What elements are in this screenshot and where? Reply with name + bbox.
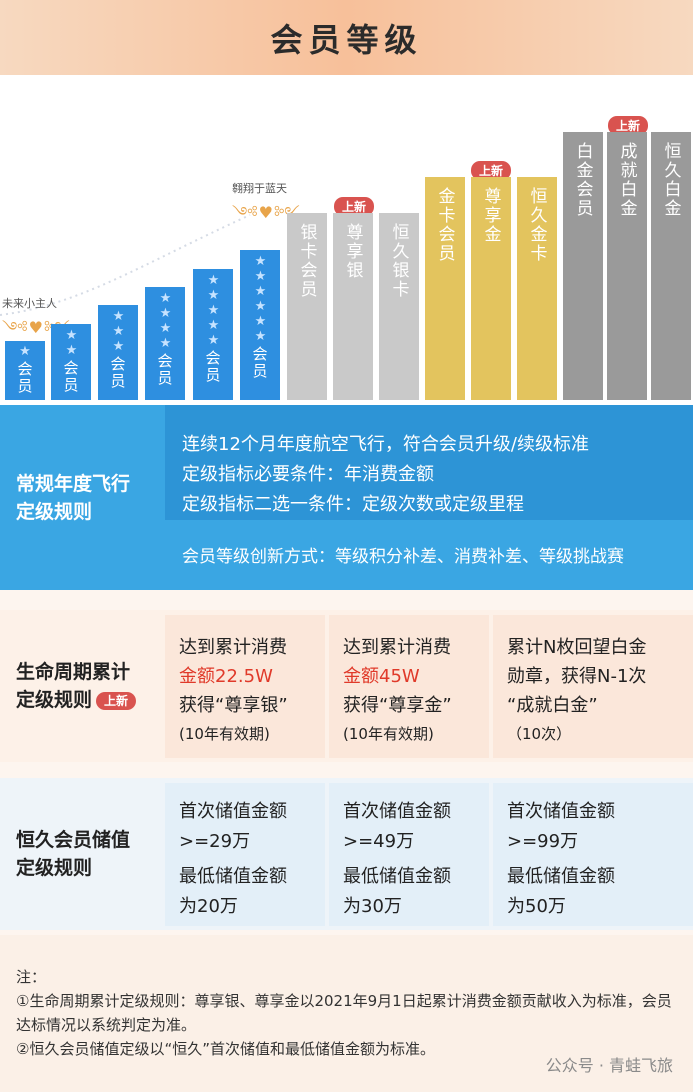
level-label: 会员 [61,360,80,394]
level-label: 会员 [15,361,34,395]
star-icons: ★★★★★ [206,273,221,348]
level-label: 会员 [250,346,269,380]
card-line: 勋章，获得N-1次 [507,666,647,687]
level-label: 白金会员 [572,142,593,218]
wing-heart-icon: ༺♥༻ [232,203,301,222]
card-line: 最低储值金额 [343,866,451,887]
rule-line-3: 定级指标二选一条件：定级次数或定级里程 [182,494,524,515]
section-title-line: 定级规则 [16,689,93,711]
card-line: 首次储值金额 [507,801,615,822]
card-line: 为30万 [343,896,402,917]
notes-section: 注： ①生命周期累计定级规则：尊享银、尊享金以2021年9月1日起累计消费金额贡… [0,935,693,1092]
card-line: 最低储值金额 [179,866,287,887]
level-bar-star6: ★★★★★★ 会员 [240,250,280,400]
card-line: 达到累计消费 [179,637,287,658]
level-bar-platinum-permanent: 恒久白金 [651,132,691,400]
regular-rules-top [165,405,693,520]
level-bar-star2: ★★ 会员 [51,324,91,400]
level-bar-star3: ★★★ 会员 [98,305,138,400]
card-line: >=99万 [507,831,579,852]
card-line: >=29万 [179,831,251,852]
level-label: 恒久金卡 [526,187,547,263]
watermark: 公众号 · 青蛙飞旅 [545,1056,673,1075]
section-title-line: 恒久会员储值 [16,829,131,851]
level-bar-star4: ★★★★ 会员 [145,287,185,400]
permanent-title: 恒久会员储值 定级规则 [0,778,165,930]
star-icons: ★★ [64,328,79,358]
note-1: ①生命周期累计定级规则：尊享银、尊享金以2021年9月1日起累计消费金额贡献收入… [16,992,672,1034]
regular-rules-title: 常规年度飞行 定级规则 [0,405,165,590]
level-label: 成就白金 [616,142,637,218]
new-badge: 上新 [608,116,649,135]
level-label: 尊享金 [480,187,501,244]
new-badge: 上新 [96,691,137,710]
star-icons: ★★★★★★ [253,254,268,344]
card-line: 达到累计消费 [343,637,451,658]
level-bar-star5: ★★★★★ 会员 [193,269,233,400]
level-label: 尊享银 [342,223,363,280]
star-icons: ★★★ [111,309,126,354]
permanent-card-1: 首次储值金额 >=29万 最低储值金额 为20万 [165,783,325,926]
card-line: 为50万 [507,896,566,917]
level-bar-star1: ★ 会员 [5,341,45,400]
wing-label-left: 未来小主人 [2,297,57,310]
card-highlight: 金额45W [343,666,420,687]
card-line: 获得“尊享金” [343,695,452,716]
level-bar-gold-premium: 尊享金 [471,177,511,400]
rule-line-4: 会员等级创新方式：等级积分补差、消费补差、等级挑战赛 [182,547,624,567]
lifecycle-title: 生命周期累计 定级规则 上新 [0,610,165,762]
lifecycle-card-1: 达到累计消费 金额22.5W 获得“尊享银” (10年有效期) [165,615,325,758]
permanent-card-3: 首次储值金额 >=99万 最低储值金额 为50万 [493,783,693,926]
level-bar-silver-premium: 尊享银 [333,213,373,400]
star-icons: ★ [19,344,31,359]
growth-dotted-curve [0,214,251,316]
card-line: 获得“尊享银” [179,695,288,716]
level-bar-silver-permanent: 恒久银卡 [379,213,419,400]
permanent-card-2: 首次储值金额 >=49万 最低储值金额 为30万 [329,783,489,926]
card-line: 首次储值金额 [179,801,287,822]
section-title-line: 常规年度飞行 [16,472,131,495]
new-badge: 上新 [471,161,512,180]
lifecycle-card-2: 达到累计消费 金额45W 获得“尊享金” (10年有效期) [329,615,489,758]
card-line: 累计N枚回望白金 [507,637,647,658]
star-icons: ★★★★ [158,291,173,351]
lifecycle-card-3: 累计N枚回望白金 勋章，获得N-1次 “成就白金” （10次） [493,615,693,758]
level-label: 会员 [203,350,222,384]
section-title-line: 定级规则 [16,500,93,523]
section-title-line: 生命周期累计 [16,661,131,683]
section-title-line: 定级规则 [16,857,93,879]
card-line: “成就白金” [507,695,598,716]
level-bar-silver: 银卡会员 [287,213,327,400]
level-bar-gold: 金卡会员 [425,177,465,400]
card-line: 为20万 [179,896,238,917]
rule-line-2: 定级指标必要条件：年消费金额 [182,464,434,485]
level-label: 恒久白金 [660,142,681,218]
card-note: （10次） [507,725,572,743]
level-label: 恒久银卡 [388,223,409,299]
level-bar-platinum: 白金会员 [563,132,603,400]
card-note: (10年有效期) [179,725,270,743]
card-highlight: 金额22.5W [179,666,273,687]
level-bar-gold-permanent: 恒久金卡 [517,177,557,400]
level-bar-platinum-achieved: 成就白金 [607,132,647,400]
level-label: 会员 [155,353,174,387]
note-2: ②恒久会员储值定级以“恒久”首次储值和最低储值金额为标准。 [16,1040,435,1058]
level-label: 银卡会员 [296,223,317,299]
card-line: 首次储值金额 [343,801,451,822]
level-label: 金卡会员 [434,187,455,263]
card-note: (10年有效期) [343,725,434,743]
notes-heading: 注： [16,968,47,986]
wing-label-right: 翱翔于蓝天 [232,182,287,195]
page-title: 会员等级 [270,20,423,59]
new-badge: 上新 [334,197,375,216]
rule-line-1: 连续12个月年度航空飞行，符合会员升级/续级标准 [182,434,589,455]
level-label: 会员 [108,356,127,390]
card-line: 最低储值金额 [507,866,615,887]
header-banner: 会员等级 [0,0,693,75]
card-line: >=49万 [343,831,415,852]
